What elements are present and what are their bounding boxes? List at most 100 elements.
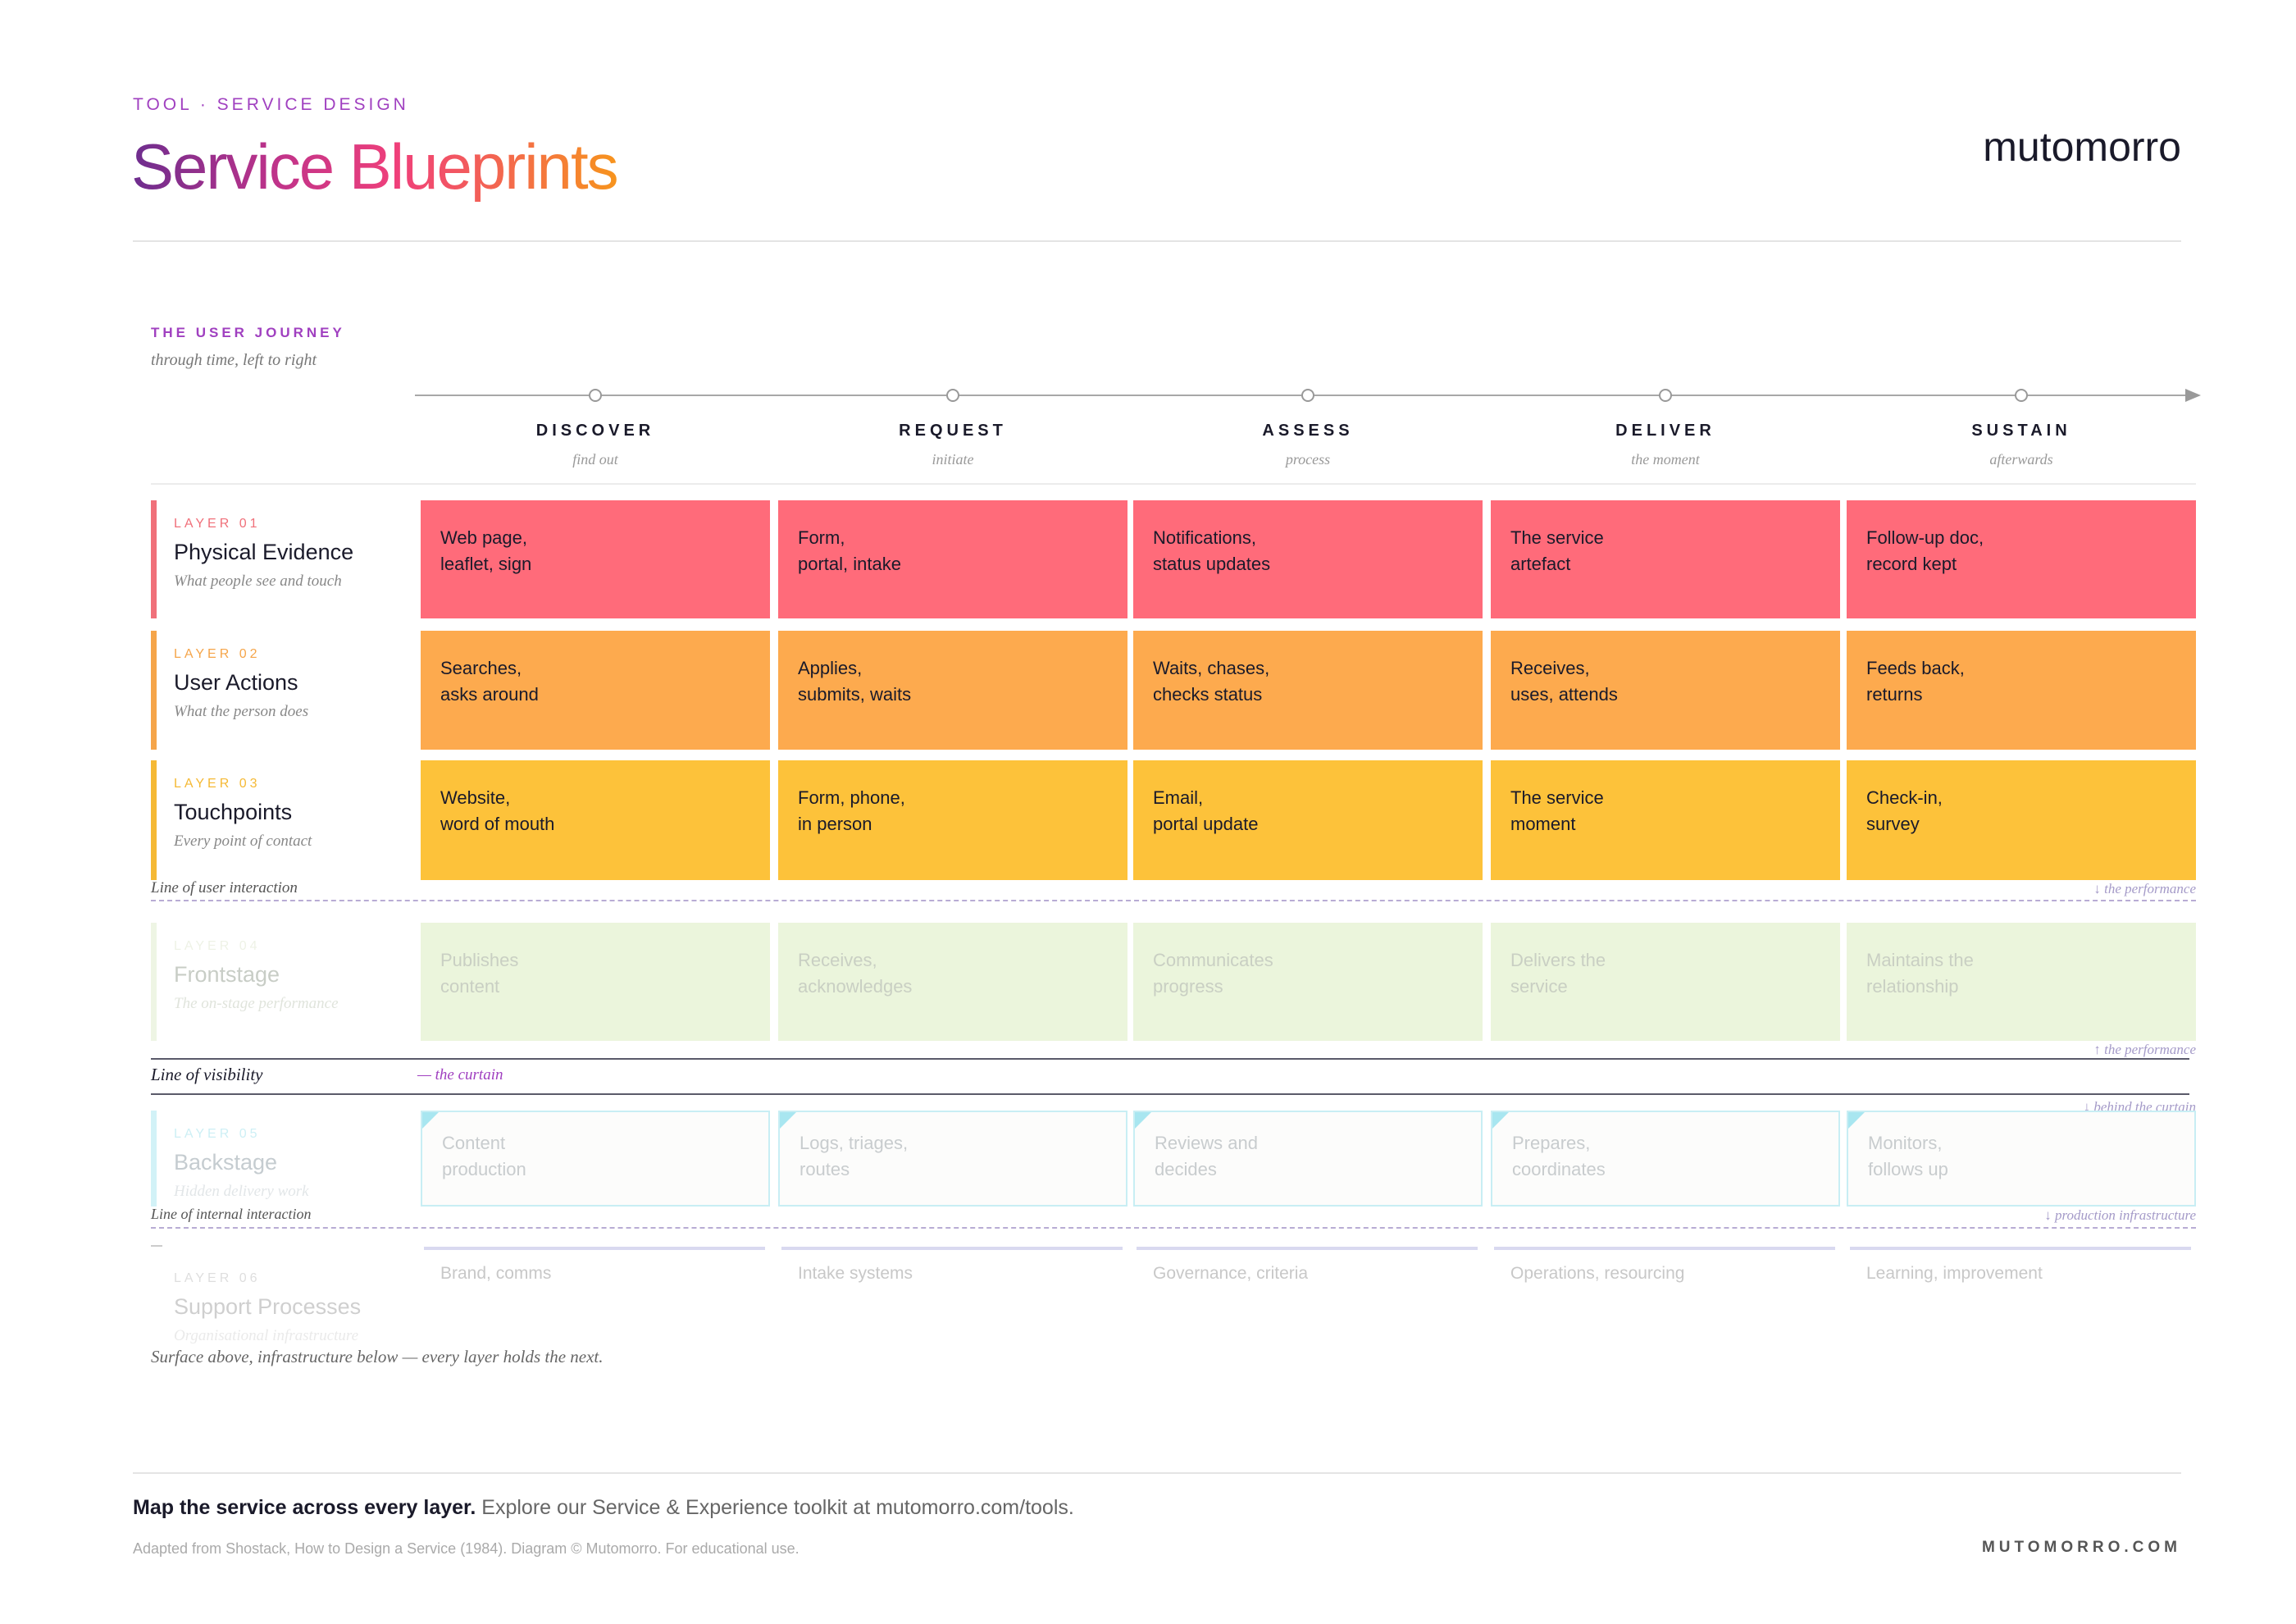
visibility-line (151, 1093, 2189, 1095)
support-cell: Operations, resourcing (1510, 1264, 1685, 1283)
eyebrow: TOOL · SERVICE DESIGN (133, 95, 409, 114)
blueprint-cell: Feeds back, returns (1847, 631, 2196, 750)
layer-number: LAYER 04 (174, 939, 261, 953)
stage-sub: find out (572, 451, 618, 468)
timeline-node (589, 389, 602, 402)
layer-description: Hidden delivery work (174, 1183, 309, 1200)
line-note: ↓ the performance (2093, 881, 2196, 896)
blueprint-cell: Maintains the relationship (1847, 923, 2196, 1041)
credit: Adapted from Shostack, How to Design a S… (133, 1540, 800, 1557)
support-cell: Governance, criteria (1153, 1264, 1309, 1283)
blueprint-cell: Form, phone, in person (778, 760, 1128, 880)
blueprint-cell: Receives, uses, attends (1491, 631, 1840, 750)
corner-mark (1848, 1112, 1865, 1129)
dashed-line (151, 1227, 2196, 1229)
blueprint-cell: Applies, submits, waits (778, 631, 1128, 750)
layer-name: Backstage (174, 1150, 278, 1175)
blueprint-cell: The service artefact (1491, 500, 1840, 618)
line-label: Line of visibility (151, 1065, 263, 1084)
dash (151, 1245, 162, 1247)
blueprint-cell: Publishes content (421, 923, 770, 1041)
blueprint-cell: Reviews and decides (1133, 1111, 1483, 1207)
site: MUTOMORRO.COM (1981, 1539, 2181, 1556)
layer-number: LAYER 03 (174, 777, 261, 791)
layer-name: User Actions (174, 670, 298, 695)
support-rule (1137, 1247, 1478, 1250)
support-cell: Learning, improvement (1866, 1264, 2043, 1283)
journey-label: THE USER JOURNEY (151, 325, 345, 340)
layer-name: Support Processes (174, 1294, 362, 1319)
layer-number: LAYER 02 (174, 647, 261, 661)
layer-description: Organisational infrastructure (174, 1327, 359, 1344)
blueprint-cell: Receives, acknowledges (778, 923, 1128, 1041)
blueprint-cell: Form, portal, intake (778, 500, 1128, 618)
layer-accent (151, 1111, 157, 1207)
blueprint-cell: Content production (421, 1111, 770, 1207)
caption: Surface above, infrastructure below — ev… (151, 1347, 604, 1366)
layer-accent (151, 631, 157, 750)
line-note: ↑ the performance (2093, 1042, 2196, 1057)
blueprint-cell: The service moment (1491, 760, 1840, 880)
stage-name: SUSTAIN (1971, 422, 2071, 440)
support-rule (1850, 1247, 2191, 1250)
stage-name: DISCOVER (535, 422, 655, 440)
blueprint-cell: Communicates progress (1133, 923, 1483, 1041)
blueprint-cell: Searches, asks around (421, 631, 770, 750)
divider (133, 1472, 2181, 1474)
timeline (415, 389, 2201, 402)
blueprint-cell: Delivers the service (1491, 923, 1840, 1041)
cta-text: Explore our Service & Experience toolkit… (481, 1496, 1074, 1519)
layer-number: LAYER 06 (174, 1271, 261, 1285)
corner-mark (780, 1112, 796, 1129)
stage-sub: the moment (1631, 451, 1700, 468)
stage-name: DELIVER (1615, 422, 1715, 440)
layer-description: Every point of contact (174, 833, 312, 850)
line-note: — the curtain (417, 1066, 503, 1083)
layer-name: Frontstage (174, 962, 280, 987)
support-cell: Brand, comms (440, 1264, 552, 1283)
support-cell: Intake systems (798, 1264, 913, 1283)
blueprint-cell: Prepares, coordinates (1491, 1111, 1840, 1207)
stage-name: REQUEST (899, 422, 1007, 440)
corner-mark (1135, 1112, 1151, 1129)
layer-accent (151, 760, 157, 880)
support-rule (424, 1247, 765, 1250)
support-rule (1494, 1247, 1835, 1250)
layer-accent (151, 500, 157, 618)
layer-description: The on-stage performance (174, 995, 339, 1012)
stage-name: ASSESS (1262, 422, 1354, 440)
layer-description: What the person does (174, 703, 309, 720)
line-note: ↓ production infrastructure (2044, 1207, 2196, 1223)
line-label: Line of internal interaction (151, 1206, 312, 1222)
timeline-arrow (2185, 389, 2201, 402)
layer-name: Touchpoints (174, 800, 293, 824)
layer-description: What people see and touch (174, 573, 342, 590)
cta-bold: Map the service across every layer. (133, 1496, 476, 1519)
divider (151, 483, 2196, 485)
blueprint-cell: Waits, chases, checks status (1133, 631, 1483, 750)
cta: Map the service across every layer. Expl… (133, 1496, 1074, 1520)
timeline-node (2015, 389, 2028, 402)
blueprint-cell: Notifications, status updates (1133, 500, 1483, 618)
blueprint-cell: Monitors, follows up (1847, 1111, 2196, 1207)
support-rule (781, 1247, 1123, 1250)
blueprint-cell: Email, portal update (1133, 760, 1483, 880)
blueprint-cell: Website, word of mouth (421, 760, 770, 880)
visibility-line (151, 1058, 2189, 1060)
timeline-node (1659, 389, 1672, 402)
brand: mutomorro (1983, 124, 2181, 170)
stage-sub: initiate (932, 451, 974, 468)
blueprint-cell: Check-in, survey (1847, 760, 2196, 880)
corner-mark (422, 1112, 439, 1129)
layer-number: LAYER 05 (174, 1127, 261, 1141)
dashed-line (151, 900, 2196, 901)
corner-mark (1492, 1112, 1509, 1129)
timeline-node (946, 389, 959, 402)
stage-sub: process (1285, 451, 1331, 468)
layer-name: Physical Evidence (174, 540, 354, 564)
blueprint-cell: Logs, triages, routes (778, 1111, 1128, 1207)
layer-accent (151, 923, 157, 1041)
line-label: Line of user interaction (151, 879, 298, 896)
